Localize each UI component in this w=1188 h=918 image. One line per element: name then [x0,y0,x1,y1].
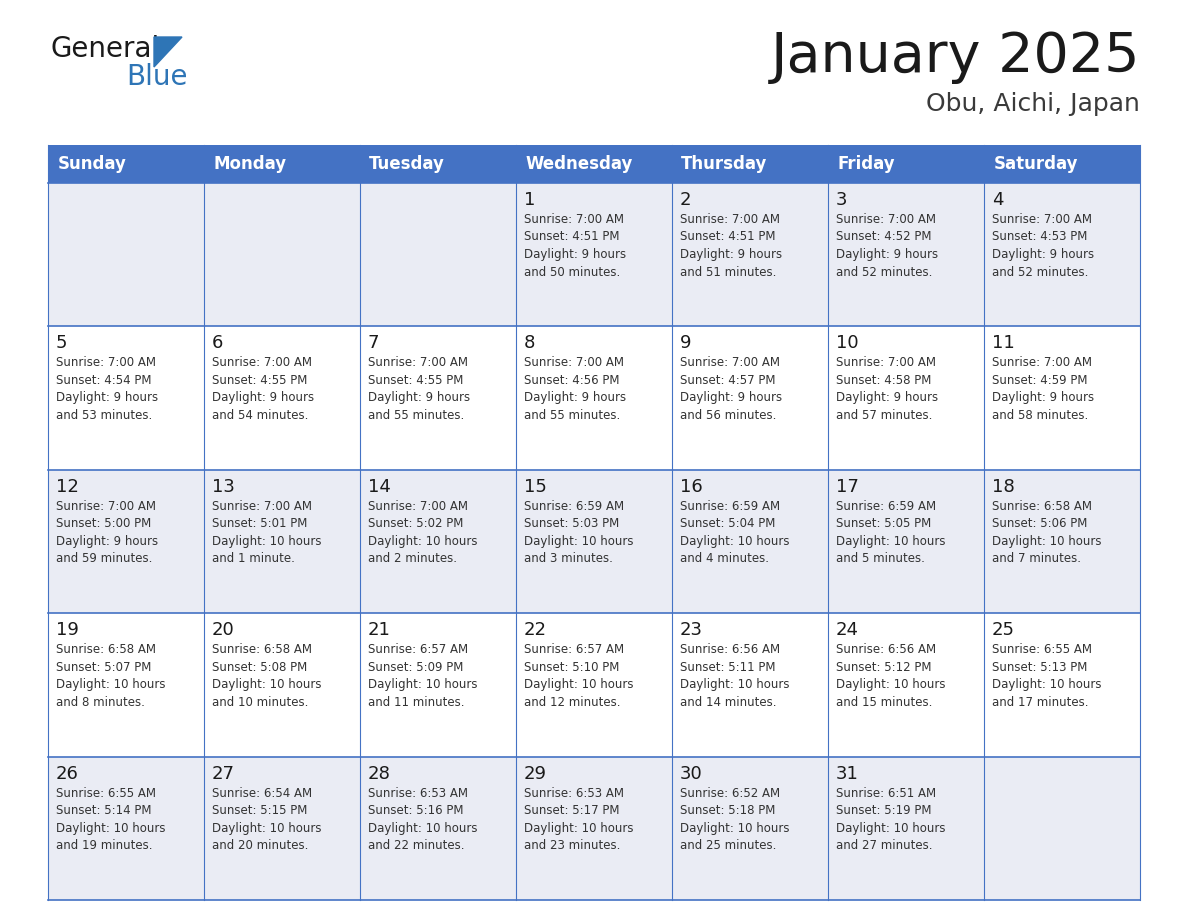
Text: Thursday: Thursday [682,155,767,173]
Text: Sunrise: 7:00 AM
Sunset: 4:56 PM
Daylight: 9 hours
and 55 minutes.: Sunrise: 7:00 AM Sunset: 4:56 PM Dayligh… [524,356,626,422]
Text: 11: 11 [992,334,1015,353]
Text: Sunrise: 6:56 AM
Sunset: 5:11 PM
Daylight: 10 hours
and 14 minutes.: Sunrise: 6:56 AM Sunset: 5:11 PM Dayligh… [680,644,789,709]
Text: 15: 15 [524,477,546,496]
Text: Sunrise: 6:59 AM
Sunset: 5:05 PM
Daylight: 10 hours
and 5 minutes.: Sunrise: 6:59 AM Sunset: 5:05 PM Dayligh… [836,499,946,565]
Text: 22: 22 [524,621,546,639]
Text: 28: 28 [368,765,391,783]
Text: Sunrise: 6:56 AM
Sunset: 5:12 PM
Daylight: 10 hours
and 15 minutes.: Sunrise: 6:56 AM Sunset: 5:12 PM Dayligh… [836,644,946,709]
Text: 3: 3 [836,191,847,209]
Bar [48,183,1140,327]
Text: Sunrise: 7:00 AM
Sunset: 4:57 PM
Daylight: 9 hours
and 56 minutes.: Sunrise: 7:00 AM Sunset: 4:57 PM Dayligh… [680,356,782,422]
Text: Sunrise: 6:53 AM
Sunset: 5:17 PM
Daylight: 10 hours
and 23 minutes.: Sunrise: 6:53 AM Sunset: 5:17 PM Dayligh… [524,787,633,852]
Text: Sunrise: 7:00 AM
Sunset: 5:01 PM
Daylight: 10 hours
and 1 minute.: Sunrise: 7:00 AM Sunset: 5:01 PM Dayligh… [211,499,321,565]
Text: Sunrise: 7:00 AM
Sunset: 5:02 PM
Daylight: 10 hours
and 2 minutes.: Sunrise: 7:00 AM Sunset: 5:02 PM Dayligh… [368,499,478,565]
Text: Sunrise: 7:00 AM
Sunset: 4:51 PM
Daylight: 9 hours
and 51 minutes.: Sunrise: 7:00 AM Sunset: 4:51 PM Dayligh… [680,213,782,278]
Bar [984,145,1140,183]
Text: Sunrise: 6:52 AM
Sunset: 5:18 PM
Daylight: 10 hours
and 25 minutes.: Sunrise: 6:52 AM Sunset: 5:18 PM Dayligh… [680,787,789,852]
Text: 5: 5 [56,334,68,353]
Text: Monday: Monday [214,155,286,173]
Text: 24: 24 [836,621,859,639]
Bar [672,145,828,183]
Text: Sunrise: 6:58 AM
Sunset: 5:06 PM
Daylight: 10 hours
and 7 minutes.: Sunrise: 6:58 AM Sunset: 5:06 PM Dayligh… [992,499,1101,565]
Text: Wednesday: Wednesday [525,155,633,173]
Text: Sunrise: 7:00 AM
Sunset: 4:55 PM
Daylight: 9 hours
and 55 minutes.: Sunrise: 7:00 AM Sunset: 4:55 PM Dayligh… [368,356,470,422]
Text: 18: 18 [992,477,1015,496]
Text: Sunrise: 6:58 AM
Sunset: 5:08 PM
Daylight: 10 hours
and 10 minutes.: Sunrise: 6:58 AM Sunset: 5:08 PM Dayligh… [211,644,321,709]
Text: 21: 21 [368,621,391,639]
Text: Tuesday: Tuesday [369,155,446,173]
Text: Sunrise: 6:54 AM
Sunset: 5:15 PM
Daylight: 10 hours
and 20 minutes.: Sunrise: 6:54 AM Sunset: 5:15 PM Dayligh… [211,787,321,852]
Text: Sunrise: 6:51 AM
Sunset: 5:19 PM
Daylight: 10 hours
and 27 minutes.: Sunrise: 6:51 AM Sunset: 5:19 PM Dayligh… [836,787,946,852]
Bar [48,613,1140,756]
Text: 31: 31 [836,765,859,783]
Text: 9: 9 [680,334,691,353]
Text: Sunrise: 6:59 AM
Sunset: 5:03 PM
Daylight: 10 hours
and 3 minutes.: Sunrise: 6:59 AM Sunset: 5:03 PM Dayligh… [524,499,633,565]
Text: Obu, Aichi, Japan: Obu, Aichi, Japan [927,92,1140,116]
Text: Sunrise: 6:53 AM
Sunset: 5:16 PM
Daylight: 10 hours
and 22 minutes.: Sunrise: 6:53 AM Sunset: 5:16 PM Dayligh… [368,787,478,852]
Text: Sunrise: 6:57 AM
Sunset: 5:10 PM
Daylight: 10 hours
and 12 minutes.: Sunrise: 6:57 AM Sunset: 5:10 PM Dayligh… [524,644,633,709]
Text: Blue: Blue [126,63,188,91]
Text: 4: 4 [992,191,1004,209]
Bar [48,756,1140,900]
Text: 19: 19 [56,621,78,639]
Text: Sunrise: 6:55 AM
Sunset: 5:14 PM
Daylight: 10 hours
and 19 minutes.: Sunrise: 6:55 AM Sunset: 5:14 PM Dayligh… [56,787,165,852]
Text: Sunrise: 6:58 AM
Sunset: 5:07 PM
Daylight: 10 hours
and 8 minutes.: Sunrise: 6:58 AM Sunset: 5:07 PM Dayligh… [56,644,165,709]
Text: Sunday: Sunday [57,155,126,173]
Text: Sunrise: 7:00 AM
Sunset: 4:55 PM
Daylight: 9 hours
and 54 minutes.: Sunrise: 7:00 AM Sunset: 4:55 PM Dayligh… [211,356,314,422]
Bar [48,470,1140,613]
Text: 12: 12 [56,477,78,496]
Text: 7: 7 [368,334,379,353]
Polygon shape [154,37,182,67]
Text: General: General [50,35,159,63]
Text: Sunrise: 6:59 AM
Sunset: 5:04 PM
Daylight: 10 hours
and 4 minutes.: Sunrise: 6:59 AM Sunset: 5:04 PM Dayligh… [680,499,789,565]
Text: 1: 1 [524,191,535,209]
Text: Sunrise: 7:00 AM
Sunset: 4:52 PM
Daylight: 9 hours
and 52 minutes.: Sunrise: 7:00 AM Sunset: 4:52 PM Dayligh… [836,213,937,278]
Text: 10: 10 [836,334,859,353]
Bar [828,145,984,183]
Text: January 2025: January 2025 [771,30,1140,84]
Text: 30: 30 [680,765,702,783]
Text: 14: 14 [368,477,391,496]
Text: 29: 29 [524,765,546,783]
Text: 27: 27 [211,765,235,783]
Text: Sunrise: 7:00 AM
Sunset: 4:51 PM
Daylight: 9 hours
and 50 minutes.: Sunrise: 7:00 AM Sunset: 4:51 PM Dayligh… [524,213,626,278]
Text: 20: 20 [211,621,234,639]
Text: Sunrise: 6:55 AM
Sunset: 5:13 PM
Daylight: 10 hours
and 17 minutes.: Sunrise: 6:55 AM Sunset: 5:13 PM Dayligh… [992,644,1101,709]
Text: Sunrise: 7:00 AM
Sunset: 4:59 PM
Daylight: 9 hours
and 58 minutes.: Sunrise: 7:00 AM Sunset: 4:59 PM Dayligh… [992,356,1094,422]
Text: 8: 8 [524,334,535,353]
Bar [516,145,672,183]
Text: Sunrise: 7:00 AM
Sunset: 4:58 PM
Daylight: 9 hours
and 57 minutes.: Sunrise: 7:00 AM Sunset: 4:58 PM Dayligh… [836,356,937,422]
Text: 16: 16 [680,477,702,496]
Text: Sunrise: 7:00 AM
Sunset: 4:53 PM
Daylight: 9 hours
and 52 minutes.: Sunrise: 7:00 AM Sunset: 4:53 PM Dayligh… [992,213,1094,278]
Text: Friday: Friday [838,155,895,173]
Text: 23: 23 [680,621,703,639]
Text: Sunrise: 7:00 AM
Sunset: 4:54 PM
Daylight: 9 hours
and 53 minutes.: Sunrise: 7:00 AM Sunset: 4:54 PM Dayligh… [56,356,158,422]
Bar [204,145,360,183]
Text: 25: 25 [992,621,1015,639]
Bar [48,145,204,183]
Text: 26: 26 [56,765,78,783]
Text: Sunrise: 7:00 AM
Sunset: 5:00 PM
Daylight: 9 hours
and 59 minutes.: Sunrise: 7:00 AM Sunset: 5:00 PM Dayligh… [56,499,158,565]
Bar [360,145,516,183]
Bar [48,327,1140,470]
Text: Sunrise: 6:57 AM
Sunset: 5:09 PM
Daylight: 10 hours
and 11 minutes.: Sunrise: 6:57 AM Sunset: 5:09 PM Dayligh… [368,644,478,709]
Text: 17: 17 [836,477,859,496]
Text: 13: 13 [211,477,235,496]
Text: 2: 2 [680,191,691,209]
Text: 6: 6 [211,334,223,353]
Text: Saturday: Saturday [993,155,1078,173]
